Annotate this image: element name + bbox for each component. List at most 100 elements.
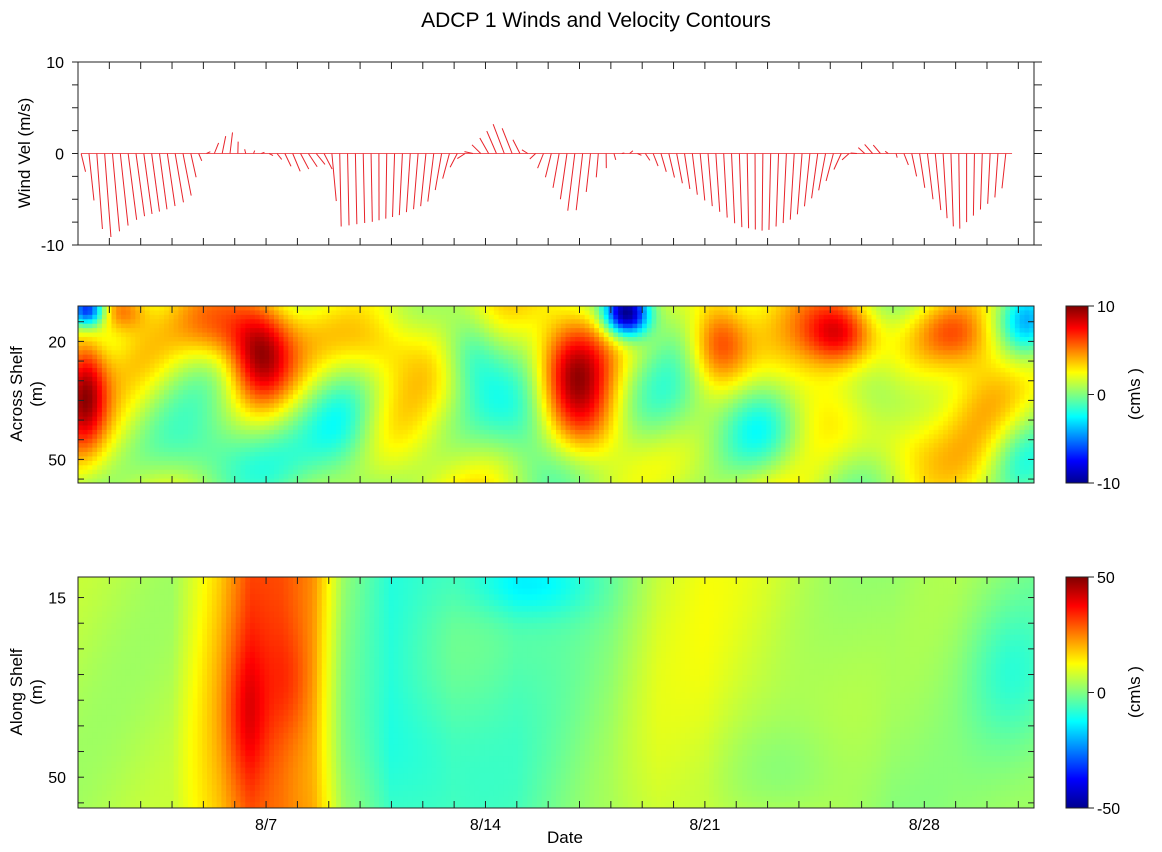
heatmap-cell: [426, 465, 433, 471]
heatmap-cell: [245, 332, 251, 338]
heatmap-cell: [168, 359, 175, 365]
heatmap-cell: [412, 328, 418, 334]
heatmap-cell: [603, 345, 610, 351]
heatmap-cell: [197, 425, 203, 431]
heatmap-cell: [541, 425, 548, 431]
heatmap-cell: [446, 306, 452, 312]
heatmap-cell: [603, 350, 610, 356]
heatmap-cell: [164, 394, 170, 400]
heatmap-cell: [230, 306, 237, 312]
heatmap-cell: [345, 306, 352, 312]
heatmap-cell: [584, 306, 591, 312]
heatmap-cell: [594, 407, 600, 413]
heatmap-cell: [479, 407, 485, 413]
heatmap-cell: [383, 407, 390, 413]
heatmap-cell: [202, 328, 208, 334]
heatmap-cell: [221, 354, 227, 360]
heatmap-cell: [637, 438, 643, 444]
heatmap-cell: [254, 429, 261, 435]
heatmap-cell: [197, 429, 203, 435]
heatmap-cell: [369, 376, 375, 382]
heatmap-cell: [312, 434, 318, 440]
heatmap-cell: [245, 336, 251, 342]
heatmap-cell: [426, 394, 433, 400]
heatmap-cell: [159, 341, 165, 347]
heatmap-cell: [374, 354, 380, 360]
heatmap-cell: [101, 398, 108, 404]
heatmap-cell: [121, 412, 127, 418]
heatmap-cell: [121, 328, 127, 334]
heatmap-cell: [556, 465, 562, 471]
heatmap-cell: [230, 469, 237, 475]
heatmap-cell: [417, 403, 423, 409]
heatmap-cell: [221, 385, 227, 391]
heatmap-cell: [642, 310, 648, 316]
heatmap-cell: [517, 341, 524, 347]
heatmap-cell: [613, 310, 619, 316]
heatmap-cell: [321, 460, 328, 466]
heatmap-cell: [235, 416, 242, 422]
heatmap-cell: [288, 390, 294, 396]
heatmap-cell: [441, 447, 447, 453]
heatmap-cell: [637, 350, 643, 356]
heatmap-cell: [575, 367, 581, 373]
heatmap-cell: [125, 429, 132, 435]
heatmap-cell: [331, 323, 337, 329]
heatmap-cell: [269, 323, 275, 329]
heatmap-cell: [508, 478, 514, 483]
heatmap-cell: [173, 328, 179, 334]
heatmap-cell: [575, 381, 581, 387]
heatmap-cell: [551, 394, 557, 400]
heatmap-cell: [297, 474, 304, 480]
heatmap-cell: [608, 412, 614, 418]
heatmap-cell: [465, 443, 471, 449]
heatmap-cell: [254, 385, 261, 391]
heatmap-cell: [87, 381, 93, 387]
heatmap-cell: [297, 407, 304, 413]
heatmap-cell: [116, 345, 122, 351]
heatmap-cell: [479, 460, 485, 466]
heatmap-cell: [264, 434, 270, 440]
heatmap-cell: [613, 381, 619, 387]
heatmap-cell: [493, 310, 500, 316]
heatmap-cell: [508, 363, 514, 369]
heatmap-cell: [579, 452, 586, 458]
heatmap-cell: [164, 465, 170, 471]
heatmap-cell: [121, 350, 127, 356]
heatmap-cell: [556, 381, 562, 387]
heatmap-cell: [355, 314, 361, 320]
heatmap-cell: [197, 438, 203, 444]
heatmap-cell: [78, 412, 84, 418]
heatmap-cell: [293, 354, 299, 360]
heatmap-cell: [216, 447, 222, 453]
heatmap-cell: [116, 385, 122, 391]
heatmap-cell: [82, 469, 89, 475]
heatmap-cell: [144, 376, 151, 382]
heatmap-cell: [584, 478, 591, 483]
heatmap-cell: [216, 381, 222, 387]
heatmap-cell: [183, 314, 189, 320]
heatmap-cell: [254, 403, 261, 409]
heatmap-cell: [627, 403, 634, 409]
heatmap-cell: [154, 385, 160, 391]
heatmap-cell: [431, 478, 438, 483]
heatmap-cell: [154, 354, 160, 360]
heatmap-cell: [101, 332, 108, 338]
heatmap-cell: [469, 376, 476, 382]
heatmap-cell: [297, 306, 304, 312]
heatmap-cell: [187, 465, 194, 471]
heatmap-cell: [317, 474, 323, 480]
heatmap-cell: [259, 438, 266, 444]
heatmap-cell: [293, 403, 299, 409]
heatmap-cell: [254, 345, 261, 351]
heatmap-cell: [493, 381, 500, 387]
heatmap-cell: [82, 341, 89, 347]
heatmap-cell: [575, 323, 581, 329]
heatmap-cell: [130, 319, 136, 325]
heatmap-cell: [422, 434, 428, 440]
heatmap-cell: [216, 421, 222, 427]
heatmap-cell: [646, 412, 653, 418]
heatmap-cell: [216, 354, 222, 360]
heatmap-cell: [498, 398, 505, 404]
heatmap-cell: [637, 363, 643, 369]
